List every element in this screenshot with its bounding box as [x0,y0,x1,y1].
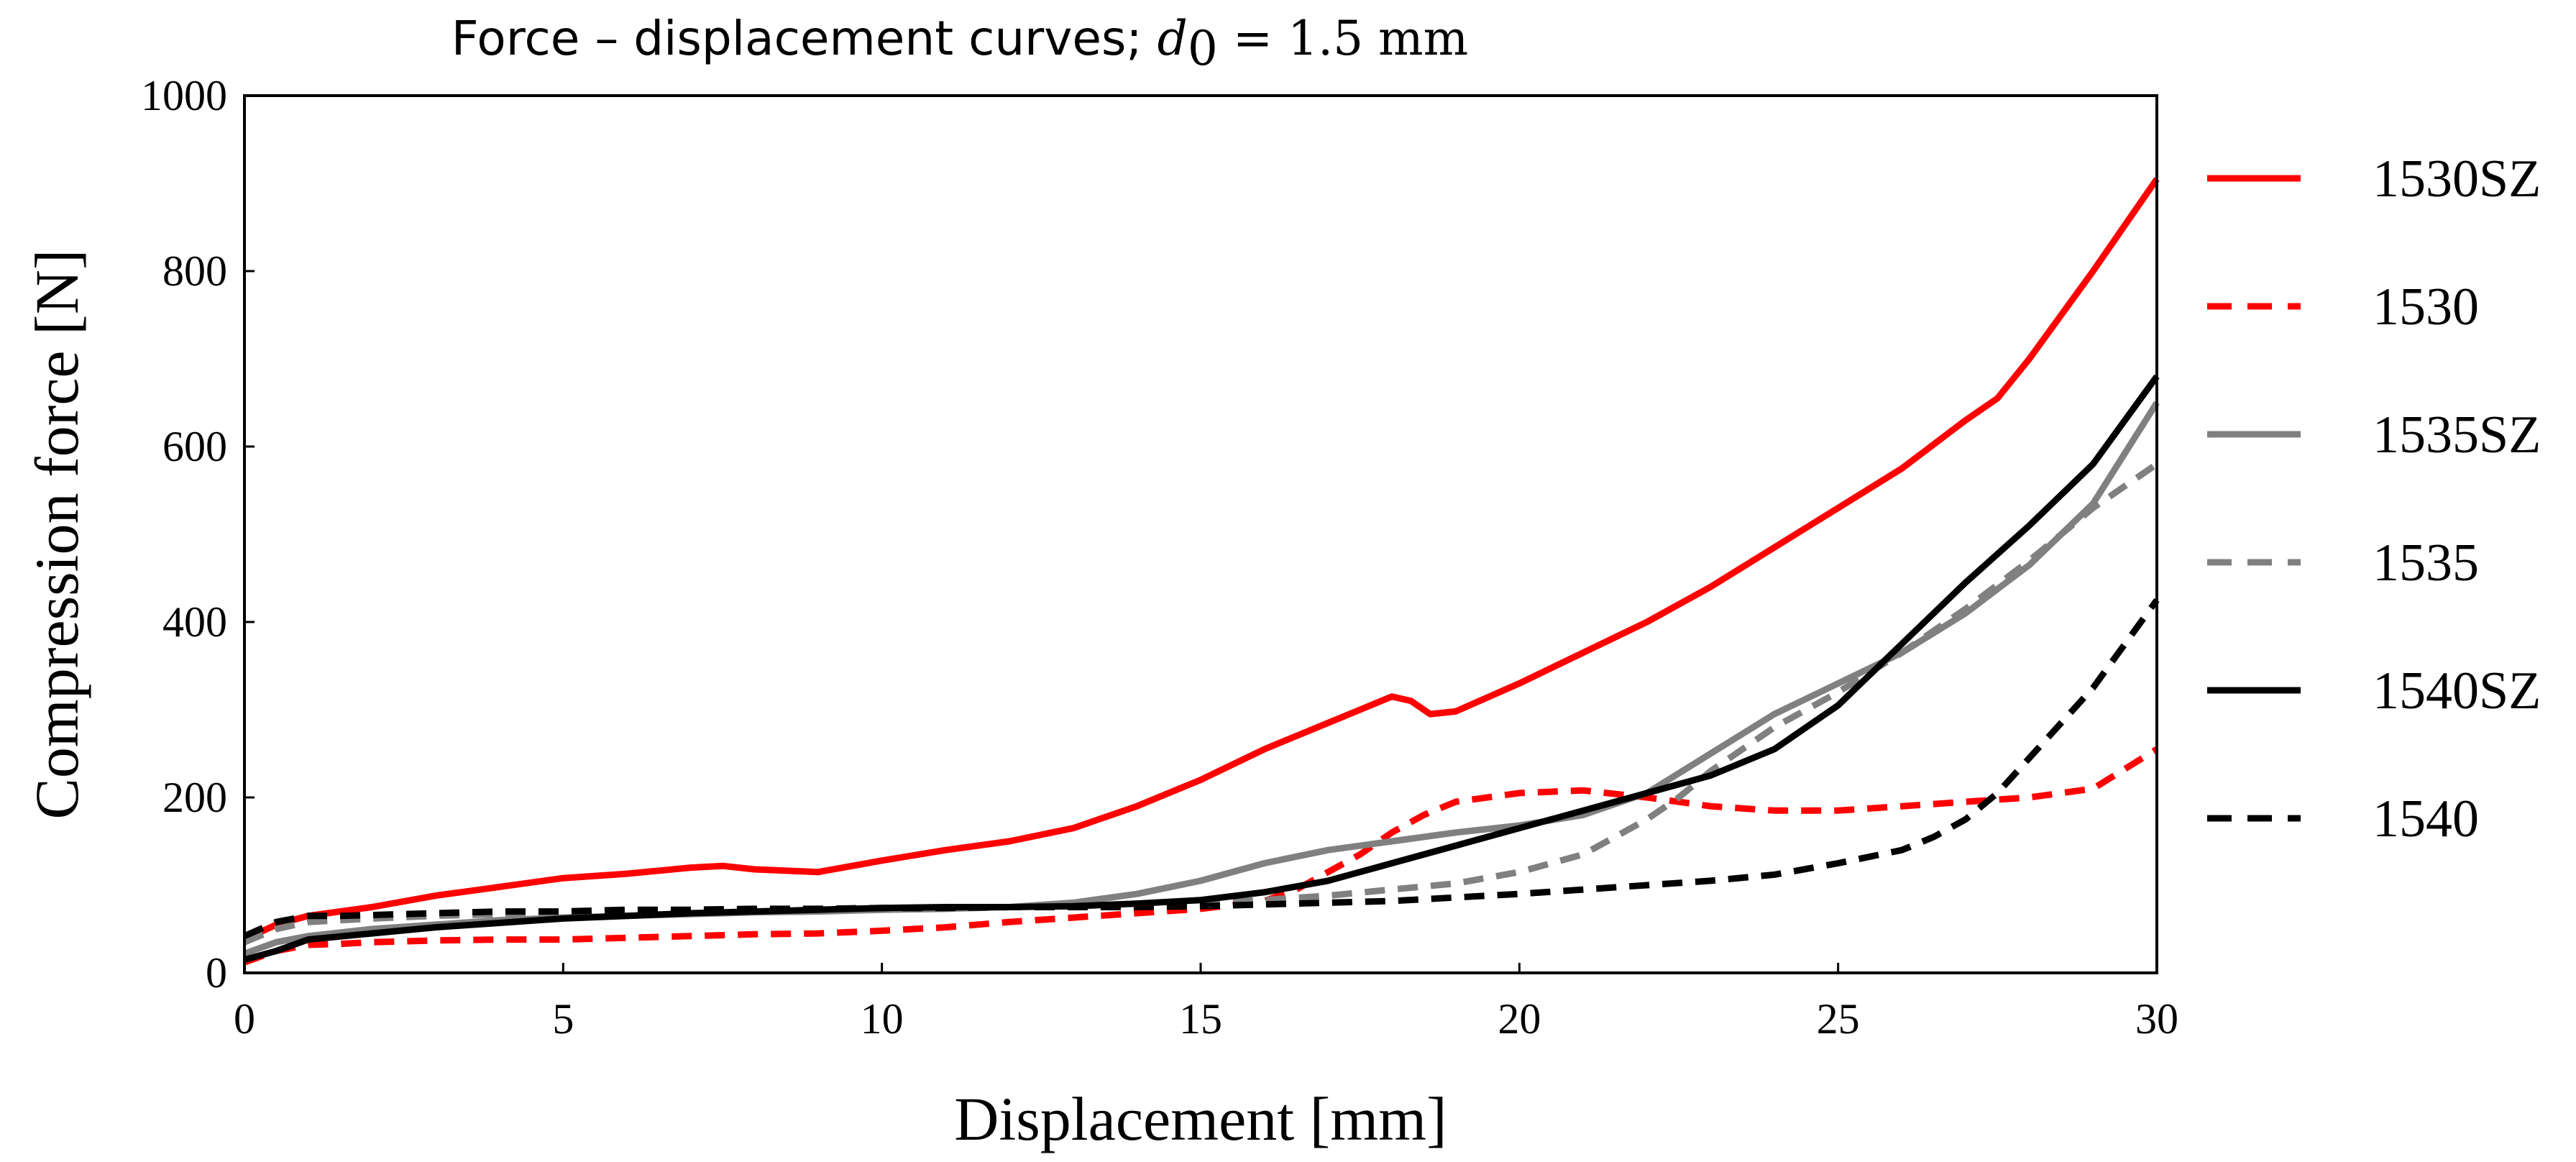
series-line-1540 [243,598,2160,939]
legend-label-1540SZ: 1540SZ [2373,662,2541,720]
chart-title-subscript: 0 [1188,21,1218,76]
x-axis-ticks: 0 5 10 15 20 25 30 [234,963,2178,1043]
series-line-1540SZ [243,374,2160,964]
x-tick-label: 25 [1817,995,1860,1043]
x-axis-label: Displacement [mm] [954,1084,1447,1153]
legend-label-1530SZ: 1530SZ [2373,150,2541,209]
x-tick-label: 15 [1179,995,1222,1043]
series-line-1535 [243,461,2159,946]
chart-title-variable: d [1158,11,1188,66]
y-tick-label: 200 [162,774,227,821]
plot-frame [243,94,2158,974]
legend-label-1530: 1530 [2373,278,2479,337]
chart-title-equation: = 1.5 mm [1218,11,1468,66]
plot-series [243,177,2160,966]
legend-label-1540: 1540 [2373,790,2479,848]
x-tick-label: 10 [861,995,904,1043]
legend: 1530SZ 1530 1535SZ 1535 1540SZ 1540 [2207,150,2541,848]
legend-label-1535: 1535 [2373,534,2479,593]
chart-title: Force – displacement curves; d0 = 1.5 mm [452,11,1468,76]
series-line-1530SZ [243,177,2160,943]
y-tick-label: 800 [162,247,227,295]
x-tick-label: 30 [2135,995,2178,1043]
series-line-1530 [243,746,2159,966]
x-tick-label: 0 [234,995,255,1043]
y-axis-label: Compression force [N] [22,250,91,820]
y-tick-label: 0 [206,949,227,997]
legend-label-1535SZ: 1535SZ [2373,406,2541,465]
x-tick-label: 20 [1498,995,1541,1043]
y-tick-label: 600 [162,423,227,470]
chart-title-text: Force – displacement curves; [452,11,1158,66]
x-tick-label: 5 [552,995,574,1043]
y-axis-ticks: 0 200 400 600 800 1000 [141,72,255,997]
y-tick-label: 400 [162,598,227,646]
y-tick-label: 1000 [141,72,227,119]
